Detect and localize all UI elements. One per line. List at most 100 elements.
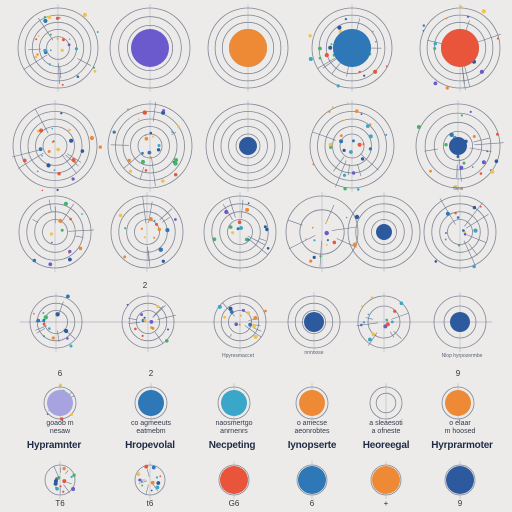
scatter-dot bbox=[481, 160, 486, 165]
scatter-dot bbox=[150, 480, 155, 485]
spoke-line bbox=[288, 235, 316, 250]
scatter-dot bbox=[32, 312, 35, 315]
scatter-dot bbox=[32, 258, 37, 263]
scatter-dot bbox=[462, 229, 465, 232]
scatter-dot bbox=[165, 228, 170, 233]
scatter-dot bbox=[48, 63, 51, 66]
scatter-dot bbox=[127, 108, 129, 111]
scatter-dot bbox=[241, 308, 245, 312]
row6-bottom-5: + bbox=[383, 499, 389, 508]
spoke-line bbox=[473, 137, 490, 143]
scatter-dot bbox=[141, 334, 144, 337]
spoke-line bbox=[75, 235, 84, 238]
scatter-dot bbox=[143, 316, 146, 319]
spoke-line bbox=[356, 322, 379, 326]
spoke-line bbox=[153, 305, 164, 317]
core-disc bbox=[333, 29, 371, 67]
scatter-dot bbox=[143, 318, 147, 322]
scatter-dot bbox=[140, 227, 144, 230]
scatter-dot bbox=[308, 57, 313, 61]
spoke-line bbox=[68, 229, 94, 232]
spoke-line bbox=[61, 154, 77, 174]
scatter-dot bbox=[150, 489, 153, 492]
scatter-dot bbox=[62, 479, 67, 484]
scatter-dot bbox=[66, 337, 69, 340]
scatter-dot bbox=[385, 65, 388, 68]
spoke-line bbox=[347, 164, 350, 176]
scatter-dot bbox=[56, 147, 60, 152]
scatter-dot bbox=[48, 262, 53, 267]
scatter-dot bbox=[365, 124, 370, 128]
scatter-dot bbox=[355, 109, 359, 113]
spoke-line bbox=[357, 163, 362, 177]
scatter-dot bbox=[385, 318, 388, 321]
scatter-dot bbox=[309, 259, 313, 263]
scatter-dot bbox=[69, 217, 72, 221]
spoke-line bbox=[424, 148, 438, 152]
scatter-dot bbox=[312, 163, 315, 166]
scatter-dot bbox=[332, 240, 337, 245]
scatter-dot bbox=[144, 464, 149, 469]
scatter-dot bbox=[126, 303, 129, 306]
spoke-line bbox=[171, 131, 177, 135]
scatter-dot bbox=[324, 53, 329, 58]
scatter-dot bbox=[161, 259, 165, 263]
scatter-dot bbox=[472, 135, 476, 138]
scatter-dot bbox=[156, 481, 161, 485]
scatter-dot bbox=[144, 169, 148, 172]
scatter-dot bbox=[354, 214, 360, 220]
scatter-dot bbox=[72, 473, 76, 477]
scatter-dot bbox=[148, 217, 153, 222]
scatter-dot bbox=[144, 134, 147, 137]
scatter-dot bbox=[70, 413, 73, 416]
scatter-dot bbox=[444, 143, 448, 147]
scatter-dot bbox=[48, 327, 51, 330]
spoke-line bbox=[139, 166, 145, 180]
scatter-dot bbox=[42, 322, 46, 326]
scatter-dot bbox=[38, 147, 43, 152]
scatter-dot bbox=[43, 18, 48, 23]
scatter-dot bbox=[385, 134, 388, 136]
scatter-dot bbox=[140, 313, 144, 316]
scatter-dot bbox=[43, 315, 48, 320]
scatter-dot bbox=[266, 247, 270, 250]
row6-bottom-4: 6 bbox=[309, 499, 315, 508]
scatter-dot bbox=[460, 114, 463, 117]
core-disc bbox=[445, 390, 471, 416]
row5-title-4: Iynopserte bbox=[287, 440, 337, 451]
scatter-dot bbox=[328, 45, 333, 50]
scatter-dot bbox=[371, 332, 376, 337]
row4-label-6: Nlop hyrpozermbe bbox=[441, 353, 483, 359]
scatter-dot bbox=[49, 49, 52, 52]
core-disc bbox=[221, 390, 247, 416]
core-disc bbox=[441, 29, 479, 67]
scatter-dot bbox=[149, 320, 154, 324]
scatter-dot bbox=[373, 69, 378, 74]
scatter-dot bbox=[62, 490, 65, 493]
spoke-line bbox=[123, 153, 141, 169]
scatter-dot bbox=[433, 42, 437, 46]
scatter-dot bbox=[93, 69, 97, 73]
scatter-dot bbox=[313, 239, 316, 242]
scatter-dot bbox=[462, 161, 466, 165]
scatter-dot bbox=[325, 221, 328, 224]
spoke-line bbox=[247, 235, 265, 246]
scatter-dot bbox=[228, 306, 233, 311]
scatter-dot bbox=[336, 84, 340, 88]
scatter-dot bbox=[62, 466, 66, 471]
scatter-dot bbox=[153, 219, 156, 222]
scatter-dot bbox=[367, 313, 370, 316]
scatter-dot bbox=[56, 37, 59, 40]
spoke-line bbox=[11, 149, 39, 158]
scatter-dot bbox=[466, 15, 470, 18]
scatter-dot bbox=[429, 169, 432, 173]
scatter-dot bbox=[137, 118, 140, 120]
scatter-dot bbox=[161, 179, 165, 183]
core-disc bbox=[220, 466, 248, 494]
row5-title-5: Heoreegal bbox=[362, 440, 410, 451]
scatter-dot bbox=[393, 309, 397, 313]
scatter-dot bbox=[42, 312, 45, 314]
scatter-dot bbox=[345, 216, 348, 219]
scatter-dot bbox=[361, 305, 364, 308]
row5-title-2: Hropevolal bbox=[125, 440, 175, 451]
